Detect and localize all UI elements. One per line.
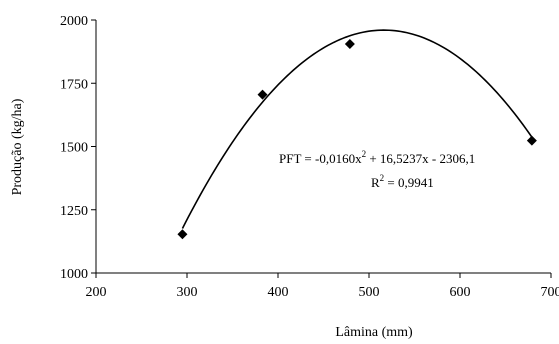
data-points <box>177 39 537 240</box>
y-axis-title: Produção (kg/ha) <box>10 98 25 195</box>
y-tick-label: 1750 <box>60 77 88 92</box>
data-point-marker <box>257 89 268 100</box>
trendline-curve <box>181 29 533 229</box>
x-axis-title: Lâmina (mm) <box>335 325 413 340</box>
data-point-marker <box>177 229 188 240</box>
r2-exponent: 2 <box>380 173 385 183</box>
data-point-marker <box>344 39 355 50</box>
x-tick-label: 600 <box>450 285 471 300</box>
regression-equation: PFT = -0,0160x2 + 16,5237x - 2306,1 <box>279 149 475 166</box>
x-tick-label: 300 <box>177 285 198 300</box>
x-axis-ticks: 200 300 400 500 600 700 <box>86 273 559 300</box>
r2-suffix: = 0,9941 <box>384 175 434 190</box>
r-squared: R2 = 0,9941 <box>371 173 434 190</box>
y-tick-label: 1250 <box>60 204 88 219</box>
y-tick-label: 1500 <box>60 141 88 156</box>
equation-suffix: + 16,5237x - 2306,1 <box>366 151 475 166</box>
equation-exponent: 2 <box>362 149 367 159</box>
y-axis-ticks: 1000 1250 1500 1750 2000 <box>60 14 96 282</box>
x-tick-label: 500 <box>359 285 380 300</box>
y-tick-label: 1000 <box>60 267 88 282</box>
data-point-marker <box>526 135 537 146</box>
x-tick-label: 400 <box>268 285 289 300</box>
y-tick-label: 2000 <box>60 14 88 29</box>
x-tick-label: 200 <box>86 285 107 300</box>
r2-prefix: R <box>371 175 380 190</box>
x-tick-label: 700 <box>541 285 559 300</box>
equation-prefix: PFT = -0,0160x <box>279 151 362 166</box>
axes <box>95 20 551 274</box>
